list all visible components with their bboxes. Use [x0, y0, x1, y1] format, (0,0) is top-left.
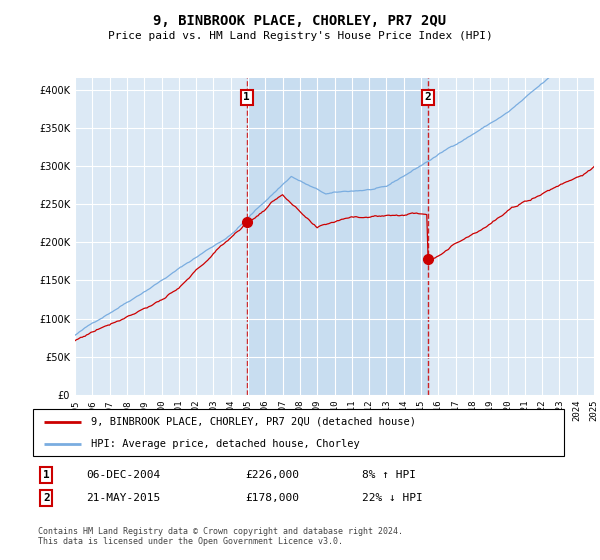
Text: £226,000: £226,000: [245, 470, 299, 480]
Text: Price paid vs. HM Land Registry's House Price Index (HPI): Price paid vs. HM Land Registry's House …: [107, 31, 493, 41]
Text: 1: 1: [244, 92, 250, 102]
Text: 8% ↑ HPI: 8% ↑ HPI: [362, 470, 416, 480]
Text: 9, BINBROOK PLACE, CHORLEY, PR7 2QU: 9, BINBROOK PLACE, CHORLEY, PR7 2QU: [154, 14, 446, 28]
Text: 2: 2: [43, 493, 50, 503]
Text: £178,000: £178,000: [245, 493, 299, 503]
Text: 06-DEC-2004: 06-DEC-2004: [86, 470, 160, 480]
Text: Contains HM Land Registry data © Crown copyright and database right 2024.
This d: Contains HM Land Registry data © Crown c…: [38, 527, 403, 547]
Bar: [247, 78, 428, 395]
Text: 22% ↓ HPI: 22% ↓ HPI: [362, 493, 423, 503]
FancyBboxPatch shape: [33, 409, 564, 456]
Text: 9, BINBROOK PLACE, CHORLEY, PR7 2QU (detached house): 9, BINBROOK PLACE, CHORLEY, PR7 2QU (det…: [91, 417, 416, 427]
Text: 21-MAY-2015: 21-MAY-2015: [86, 493, 160, 503]
Text: 2: 2: [424, 92, 431, 102]
Text: 1: 1: [43, 470, 50, 480]
Text: HPI: Average price, detached house, Chorley: HPI: Average price, detached house, Chor…: [91, 438, 360, 449]
